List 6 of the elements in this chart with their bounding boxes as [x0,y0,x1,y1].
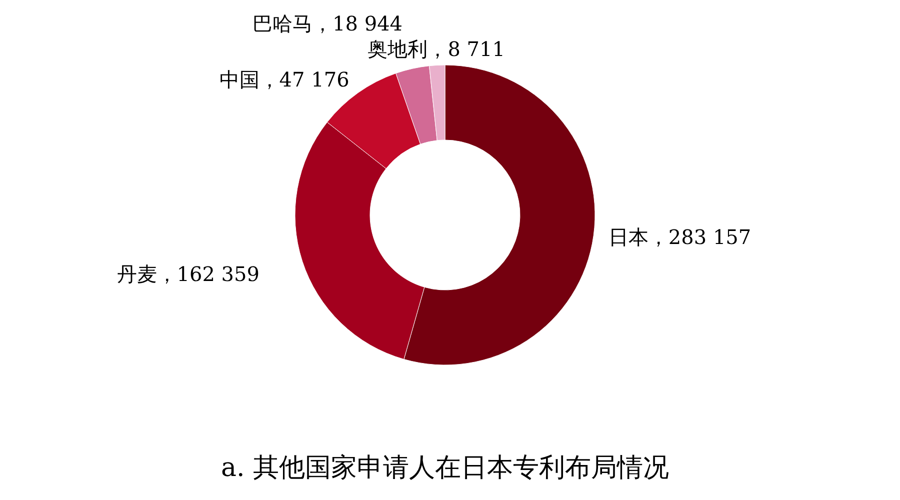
text: a. 其他国家申请人在日本专利布局情况 [220,453,670,483]
slice-label: 中国，47 176 [219,68,350,92]
slice-label: 丹麦，162 359 [116,262,260,286]
slice-label: 奥地利，8 711 [368,37,505,62]
slice-label: 日本，283 157 [608,224,752,249]
slice-label: 巴哈马，18 944 [252,12,403,36]
